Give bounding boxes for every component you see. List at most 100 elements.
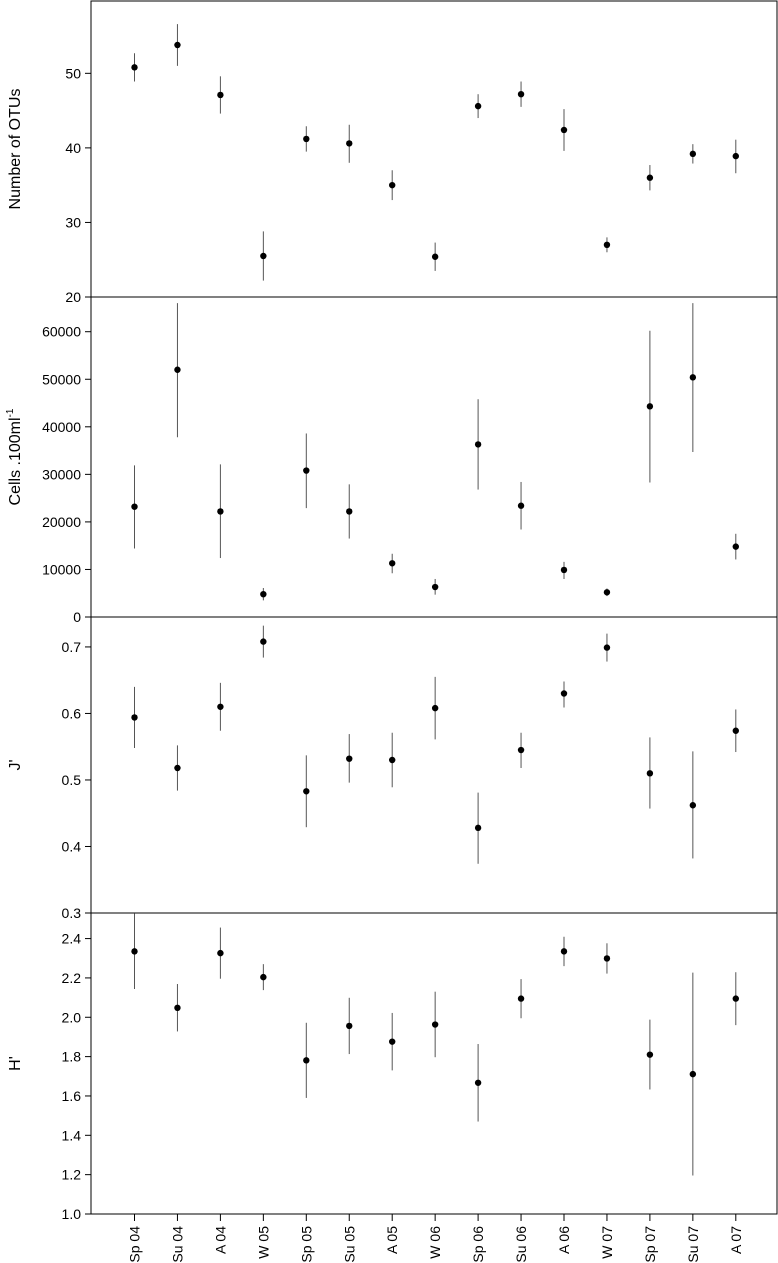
y-tick-label: 60000: [42, 324, 81, 340]
y-axis-label-text: Number of OTUs: [7, 89, 24, 210]
x-tick-label: W 07: [599, 1226, 615, 1259]
data-point: [517, 995, 525, 1002]
data-point: [689, 150, 697, 158]
y-tick-label: 0.4: [62, 838, 82, 854]
y-tick-label: 1.0: [62, 1206, 82, 1222]
x-tick-label: W 06: [427, 1226, 443, 1259]
y-tick-label: 20000: [42, 514, 81, 530]
data-point: [517, 746, 525, 754]
data-point: [560, 566, 568, 574]
y-tick-label: 0.5: [62, 772, 82, 788]
y-tick-label: 1.4: [62, 1127, 82, 1143]
data-point: [217, 91, 224, 99]
data-point: [732, 727, 739, 734]
data-point: [389, 756, 396, 764]
y-axis-label-text: Cells .100ml: [7, 417, 24, 505]
data-point: [603, 241, 611, 249]
data-point: [517, 502, 525, 509]
y-tick-label: 1.6: [62, 1088, 82, 1104]
y-tick-label: 10000: [42, 561, 81, 577]
plot-frame: [90, 296, 778, 618]
data-point: [560, 948, 568, 955]
data-point: [217, 949, 224, 957]
data-point: [346, 508, 353, 515]
x-tick-label: A 06: [556, 1226, 572, 1254]
data-point: [131, 503, 138, 510]
y-axis-label: H': [7, 1056, 24, 1071]
y-tick-label: 2.4: [62, 931, 82, 947]
data-point: [732, 152, 739, 160]
data-point: [303, 135, 310, 143]
data-point: [474, 441, 482, 448]
x-tick-label: A 05: [384, 1226, 400, 1254]
data-point: [303, 467, 310, 474]
data-point: [474, 824, 482, 832]
y-axis-label-text: J': [7, 759, 24, 770]
y-tick-label: 0: [73, 609, 81, 625]
x-tick-label: Su 04: [169, 1226, 185, 1263]
data-point: [431, 1021, 439, 1028]
x-tick-label: Sp 04: [127, 1226, 143, 1263]
data-point: [174, 366, 181, 373]
data-point: [732, 995, 739, 1002]
y-axis-label: J': [7, 759, 24, 770]
data-point: [431, 253, 439, 260]
data-point: [474, 102, 482, 110]
data-point: [303, 1057, 310, 1064]
y-axis-label: Cells .100ml-1: [5, 408, 24, 505]
data-point: [217, 703, 224, 710]
data-point: [732, 543, 739, 550]
y-tick-label: 50: [65, 65, 81, 81]
data-point: [646, 1051, 654, 1058]
y-tick-label: 40000: [42, 419, 81, 435]
data-point: [346, 140, 353, 147]
data-point: [689, 802, 697, 809]
chart-panel-1: 20 30 40 50 Number of OTUs: [7, 0, 778, 305]
x-tick-label: A 04: [212, 1226, 228, 1254]
y-tick-label: 0.3: [62, 905, 82, 921]
x-tick-label: Su 07: [685, 1226, 701, 1263]
y-tick-label: 1.2: [62, 1167, 82, 1183]
data-point: [174, 1004, 181, 1012]
data-point: [260, 638, 267, 645]
data-point: [260, 590, 267, 598]
y-tick-label: 30: [65, 214, 81, 230]
data-point: [646, 403, 654, 410]
data-point: [603, 955, 611, 962]
data-point: [517, 90, 525, 98]
chart-panel-2: 0 10000 20000 30000 40000 50000 60000 Cells .10…: [5, 296, 778, 625]
data-point: [431, 704, 439, 712]
x-tick-label: Su 06: [513, 1226, 529, 1263]
plot-frame: [90, 616, 778, 914]
data-point: [346, 755, 353, 762]
data-point: [346, 1022, 353, 1030]
x-tick-label: Sp 06: [470, 1226, 486, 1263]
data-point: [217, 508, 224, 515]
data-point: [260, 252, 267, 260]
x-tick-label: A 07: [728, 1226, 744, 1254]
data-point: [646, 770, 654, 777]
data-point: [260, 973, 267, 981]
x-tick-label: W 05: [255, 1226, 271, 1259]
y-tick-label: 0.7: [62, 639, 82, 655]
data-point: [474, 1079, 482, 1086]
y-axis-label-text: H': [7, 1056, 24, 1071]
plot-frame: [90, 912, 778, 1215]
data-point: [131, 64, 138, 71]
y-tick-label: 0.6: [62, 705, 82, 721]
y-tick-label: 50000: [42, 371, 81, 387]
data-point: [646, 174, 654, 181]
data-point: [174, 764, 181, 772]
data-point: [603, 589, 611, 596]
data-point: [389, 181, 396, 189]
data-point: [174, 41, 181, 49]
data-point: [303, 788, 310, 795]
data-point: [431, 583, 439, 591]
y-tick-label: 20: [65, 289, 81, 305]
chart-panel-4: 1.0 1.2 1.4 1.6 1.8 2.0 2.2 2.4 H': [7, 912, 778, 1222]
x-tick-label: Sp 07: [642, 1226, 658, 1263]
y-tick-label: 2.0: [62, 1009, 82, 1025]
data-point: [560, 690, 568, 697]
data-point: [389, 560, 396, 567]
